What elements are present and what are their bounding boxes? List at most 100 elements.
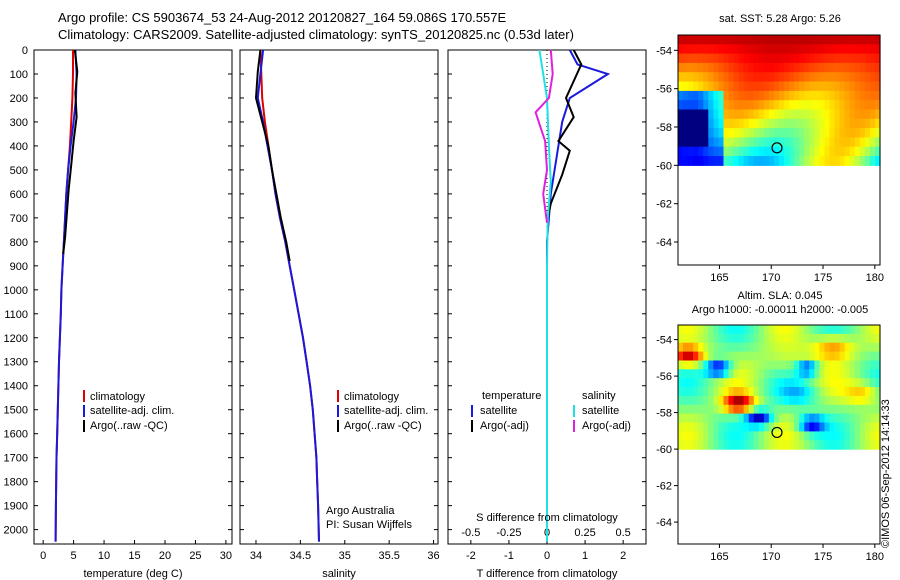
map-cell [875, 137, 881, 148]
map-cell [799, 109, 805, 120]
map-cell [849, 404, 856, 415]
map-cell [703, 360, 709, 370]
map-cell [743, 146, 750, 157]
map-cell [688, 35, 694, 45]
map-cell [875, 431, 881, 441]
map-cell [758, 156, 765, 166]
map-cell [738, 422, 745, 432]
map-cell [819, 404, 825, 415]
map-cell [784, 440, 790, 450]
map-cell [763, 342, 770, 353]
map-cell [768, 62, 775, 73]
map-cell [774, 128, 780, 138]
map-cell [708, 351, 714, 362]
map-cell [809, 146, 815, 157]
map-cell [763, 431, 770, 441]
map-cell [708, 413, 714, 424]
map-cell [738, 118, 745, 129]
map-cell [728, 156, 735, 166]
map-cell [693, 109, 699, 120]
map-cell [799, 342, 805, 353]
map-cell [869, 137, 876, 148]
x-tick-label: 20 [159, 550, 171, 562]
map-cell [819, 146, 825, 157]
map-cell [839, 422, 846, 432]
map-cell [849, 422, 856, 432]
map-cell [824, 422, 831, 432]
map-cell [708, 118, 714, 129]
map-cell [794, 369, 800, 379]
map-cell [844, 413, 851, 424]
map-cell [718, 431, 724, 441]
map-cell [784, 81, 790, 92]
map-cell [819, 109, 825, 120]
map-cell [723, 369, 730, 379]
map-cell [718, 342, 724, 353]
map-cell [809, 413, 815, 424]
map-cell [708, 72, 714, 83]
map-cell [849, 156, 856, 166]
map-cell [753, 146, 760, 157]
map-cell [809, 378, 815, 388]
map-cell [809, 360, 815, 370]
map-cell [703, 128, 709, 138]
map-cell [703, 333, 709, 344]
map-cell [794, 100, 800, 111]
map-cell [688, 137, 694, 148]
map-cell [703, 431, 709, 441]
lat-tick-label: -62 [656, 481, 672, 493]
map-cell [693, 53, 699, 64]
map-cell [743, 128, 750, 138]
map-cell [753, 342, 760, 353]
series-line-sat_diff_S [538, 49, 552, 542]
map-cell [804, 342, 810, 353]
annotation-pi: PI: Susan Wijffels [326, 519, 412, 531]
map-cell [799, 62, 805, 73]
map-cell [859, 342, 866, 353]
map-cell [814, 146, 820, 157]
map-cell [703, 413, 709, 424]
map-cell [789, 422, 795, 432]
map-cell [824, 413, 831, 424]
map-cell [869, 351, 876, 362]
map-cell [743, 422, 750, 432]
map-cell [834, 35, 841, 45]
map-cell [758, 422, 765, 432]
map-cell [768, 378, 775, 388]
map-cell [718, 53, 724, 64]
map-cell [804, 351, 810, 362]
map-cell [678, 333, 684, 344]
map-frame [677, 324, 881, 545]
map-cell [753, 109, 760, 120]
map-cell [693, 413, 699, 424]
map-cell [703, 35, 709, 45]
legend-t-satellite: satellite [480, 405, 517, 417]
map-cell [829, 90, 836, 101]
map-cell [784, 156, 790, 166]
map-cell [839, 128, 846, 138]
map-cell [875, 422, 881, 432]
map-cell [859, 156, 866, 166]
map-cell [799, 395, 805, 406]
map-cell [849, 100, 856, 111]
map-cell [784, 44, 790, 55]
map-cell [723, 360, 730, 370]
map-cell [763, 156, 770, 166]
map-cell [839, 90, 846, 101]
map-cell [743, 413, 750, 424]
map-cell [804, 44, 810, 55]
map-cell [844, 333, 851, 344]
lat-tick-label: -56 [656, 371, 672, 383]
map-cell [814, 81, 820, 92]
lat-tick-label: -56 [656, 84, 672, 96]
series-line-argo [546, 49, 583, 223]
map-cell [733, 440, 740, 450]
map-cell [789, 395, 795, 406]
map-cell [819, 342, 825, 353]
depth-tick-label: 900 [10, 261, 28, 273]
map-cell [768, 90, 775, 101]
map-cell [738, 440, 745, 450]
map-cell [844, 128, 851, 138]
map-cell [794, 128, 800, 138]
map-cell [799, 146, 805, 157]
